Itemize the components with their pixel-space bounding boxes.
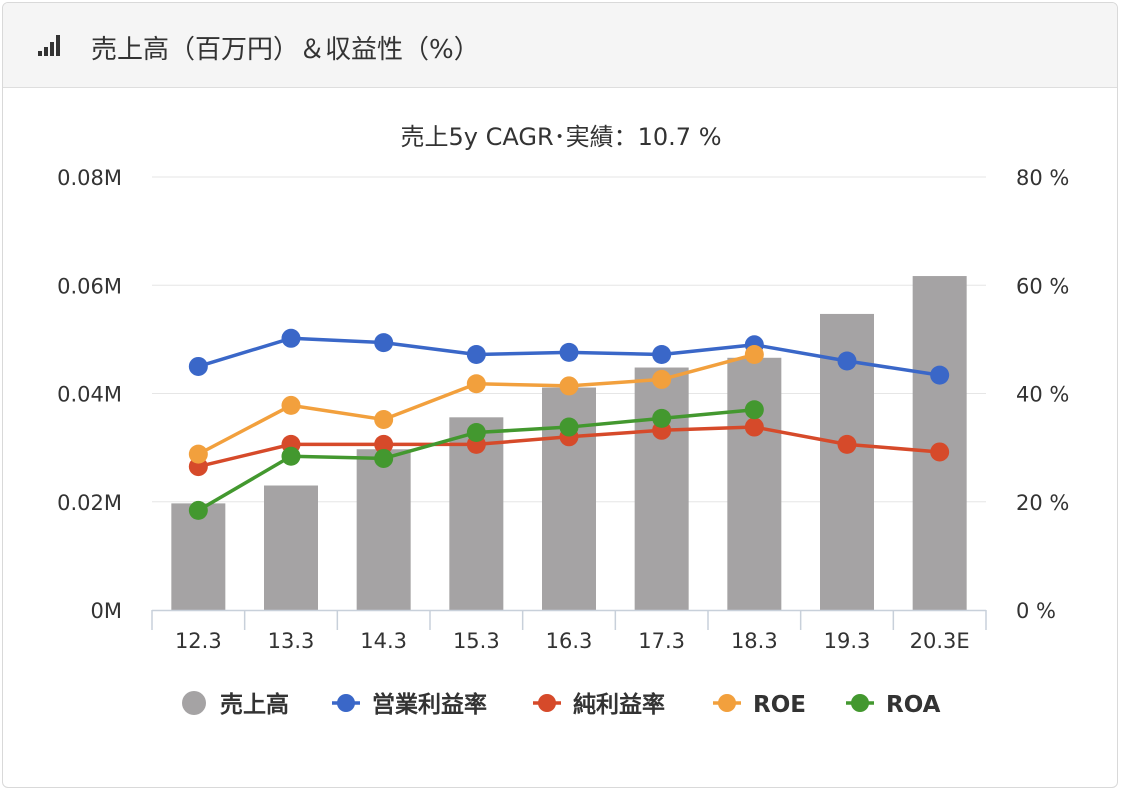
data-point [744, 400, 764, 420]
x-axis-tick-label: 20.3E [910, 629, 970, 653]
left-axis-tick-label: 0M [91, 599, 122, 623]
right-axis-tick-label: 80 % [1016, 166, 1069, 190]
legend-marker [182, 691, 206, 715]
x-axis-tick-label: 14.3 [360, 629, 407, 653]
bar [634, 367, 689, 610]
data-point [374, 333, 394, 353]
left-axis-tick-label: 0.04M [57, 383, 122, 407]
data-point [374, 409, 394, 429]
data-point [281, 395, 301, 415]
data-point [374, 448, 394, 468]
data-point [744, 417, 764, 437]
right-axis-tick-label: 20 % [1016, 491, 1069, 515]
data-point [466, 422, 486, 442]
bar-signal-icon [38, 35, 60, 56]
right-axis-tick-label: 40 % [1016, 383, 1069, 407]
chart-title: 売上5y CAGR･実績：10.7 % [401, 123, 722, 151]
panel-header: 売上高（百万円）＆収益性（%） [3, 3, 1117, 88]
data-point [559, 376, 579, 396]
data-point [559, 342, 579, 362]
left-axis-tick-label: 0.06M [57, 274, 122, 298]
data-point [559, 417, 579, 437]
bar [171, 503, 226, 610]
legend-marker [538, 694, 556, 712]
legend-label: ROE [753, 692, 806, 718]
data-point [930, 442, 950, 462]
right-axis-tick-label: 0 % [1016, 599, 1056, 623]
data-point [837, 351, 857, 371]
data-point [652, 345, 672, 365]
data-point [652, 408, 672, 428]
right-axis-tick-label: 60 % [1016, 274, 1069, 298]
bar [356, 449, 411, 610]
data-point [466, 374, 486, 394]
data-point [744, 345, 764, 365]
data-point [930, 365, 950, 385]
left-axis-tick-label: 0.02M [57, 491, 122, 515]
data-point [281, 446, 301, 466]
x-axis-tick-label: 15.3 [453, 629, 500, 653]
data-point [281, 328, 301, 348]
x-axis-tick-label: 12.3 [175, 629, 222, 653]
data-point [466, 345, 486, 365]
legend-marker [851, 694, 869, 712]
data-point [188, 356, 208, 376]
left-axis-tick-label: 0.08M [57, 166, 122, 190]
bar [264, 485, 318, 610]
data-point [652, 369, 672, 389]
legend-label: ROA [886, 692, 941, 718]
legend-label: 売上高 [220, 691, 289, 718]
panel-title: 売上高（百万円）＆収益性（%） [91, 35, 480, 65]
data-point [188, 444, 208, 464]
legend-label: 純利益率 [573, 691, 665, 718]
x-axis-tick-label: 16.3 [546, 629, 593, 653]
data-point [837, 434, 857, 454]
legend-marker [718, 694, 736, 712]
data-point [374, 434, 394, 454]
legend-label: 営業利益率 [372, 691, 487, 718]
legend-marker [337, 694, 355, 712]
x-axis-tick-label: 17.3 [638, 629, 685, 653]
x-axis-tick-label: 18.3 [731, 629, 778, 653]
bar [727, 357, 782, 610]
x-axis-tick-label: 13.3 [268, 629, 315, 653]
x-axis-tick-label: 19.3 [824, 629, 871, 653]
data-point [188, 500, 208, 520]
